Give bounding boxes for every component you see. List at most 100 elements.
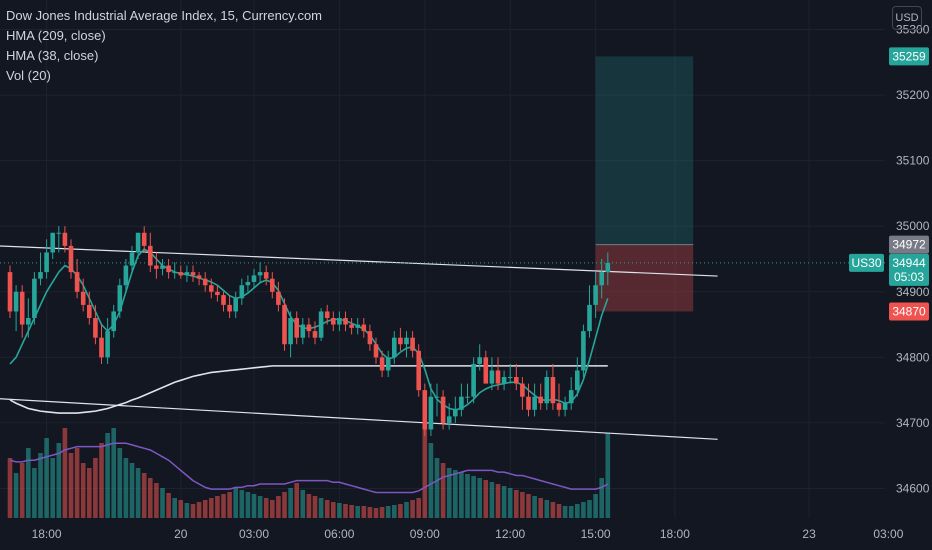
- candle: [50, 232, 55, 259]
- candle-body: [398, 337, 403, 345]
- candle: [526, 383, 531, 417]
- volume-bar: [562, 506, 568, 518]
- volume-bar: [62, 428, 68, 518]
- candle-body: [129, 252, 135, 266]
- candle-body: [428, 396, 434, 430]
- candle: [568, 377, 574, 410]
- volume-bar: [32, 468, 37, 518]
- target-price-label: 35259: [889, 47, 929, 66]
- candle: [367, 324, 373, 351]
- candle-body: [62, 232, 68, 246]
- candle-body: [251, 275, 257, 282]
- volume-bar: [117, 448, 123, 518]
- candle-body: [422, 390, 428, 430]
- candle-body: [141, 232, 147, 246]
- volume-bar: [373, 508, 379, 518]
- trendline: [0, 245, 718, 277]
- candle-body: [361, 324, 367, 332]
- candle: [99, 324, 104, 364]
- volume-bar: [19, 463, 25, 518]
- volume-bar: [50, 458, 55, 518]
- candle: [489, 357, 495, 391]
- volume-bar: [581, 502, 586, 518]
- candle: [190, 265, 196, 282]
- candle: [257, 262, 263, 282]
- volume-bar: [575, 504, 580, 518]
- candle: [459, 383, 464, 417]
- volume-bar: [343, 504, 348, 518]
- candle-body: [459, 396, 464, 410]
- candle: [398, 327, 403, 351]
- candle-body: [300, 324, 306, 338]
- candle-body: [568, 390, 574, 404]
- candle-body: [526, 396, 531, 410]
- candle: [471, 357, 476, 404]
- candle-body: [282, 304, 287, 345]
- volume-bar: [184, 503, 190, 518]
- candle-body: [276, 291, 281, 305]
- candle-body: [80, 291, 86, 305]
- candle-body: [184, 272, 190, 276]
- candle: [87, 291, 92, 325]
- candle-body: [532, 396, 537, 410]
- candle-body: [593, 285, 598, 305]
- volume-bar: [459, 472, 464, 518]
- candle-body: [520, 383, 525, 397]
- candle-body: [50, 232, 55, 253]
- volume-bar: [294, 483, 299, 518]
- volume-bar: [410, 500, 415, 518]
- stop-price-label-text: 34870: [892, 304, 926, 318]
- volume-legend[interactable]: Vol (20): [6, 68, 51, 83]
- position-tool[interactable]: [595, 56, 694, 312]
- candle-body: [538, 396, 543, 404]
- candle-body: [587, 304, 592, 332]
- candle: [428, 383, 434, 437]
- candle-body: [26, 318, 31, 325]
- volume-bar: [526, 494, 531, 518]
- candle-body: [68, 245, 74, 273]
- currency-button[interactable]: USD: [892, 6, 922, 30]
- volume-bar: [80, 463, 86, 518]
- candle: [318, 308, 324, 341]
- volume-bar: [38, 453, 43, 518]
- volume-bar: [74, 448, 80, 518]
- candle-body: [483, 357, 489, 384]
- volume-bar: [489, 482, 495, 518]
- candle: [501, 370, 507, 391]
- candle-body: [312, 331, 318, 338]
- candle-body: [123, 265, 129, 286]
- volume-bar: [209, 498, 214, 518]
- candle-body: [13, 291, 19, 312]
- candle-body: [44, 252, 49, 273]
- hma-209-legend[interactable]: HMA (209, close): [6, 28, 106, 43]
- symbol-title[interactable]: Dow Jones Industrial Average Index, 15, …: [6, 8, 323, 23]
- candle: [312, 321, 318, 345]
- x-tick-label: 09:00: [410, 527, 440, 541]
- candle: [581, 324, 586, 378]
- time-axis[interactable]: 18:00 20 03:00 06:00 09:00 12:00 15:00 18:00 23 0…: [0, 518, 932, 550]
- candle-body: [556, 403, 562, 410]
- candle: [245, 275, 251, 292]
- candle-body: [410, 337, 415, 351]
- volume-bar: [129, 463, 135, 518]
- candle-body: [404, 337, 409, 345]
- candle: [56, 226, 62, 253]
- candle-body: [514, 377, 519, 384]
- candle-body: [385, 357, 391, 371]
- hma-38-legend[interactable]: HMA (38, close): [6, 48, 99, 63]
- volume-bar: [385, 506, 391, 518]
- candle-body: [562, 403, 568, 410]
- candle-body: [257, 272, 263, 276]
- y-tick-label: 34700: [896, 416, 930, 430]
- candle: [587, 285, 592, 338]
- candle: [514, 363, 519, 391]
- time-axis-bg: [0, 518, 932, 550]
- candle-body: [294, 318, 299, 338]
- candle: [19, 285, 25, 338]
- candle-body: [495, 370, 501, 384]
- candle: [166, 259, 171, 279]
- candle-body: [550, 377, 556, 404]
- chart-legend: Dow Jones Industrial Average Index, 15, …: [6, 6, 322, 86]
- profit-zone: [595, 56, 694, 245]
